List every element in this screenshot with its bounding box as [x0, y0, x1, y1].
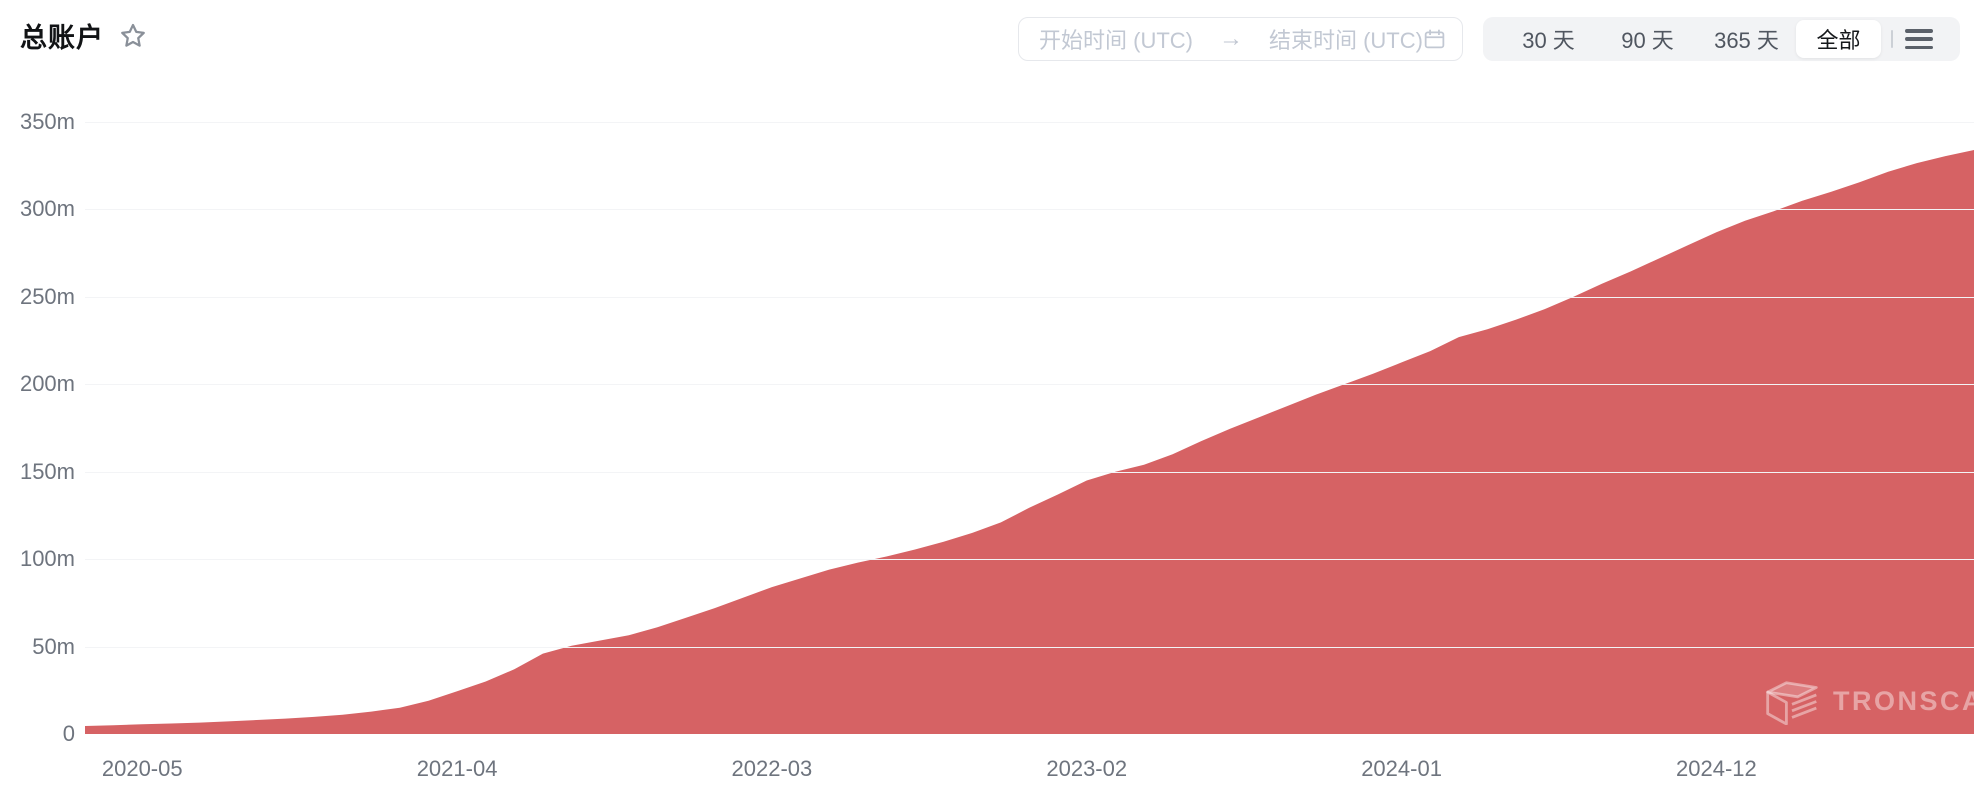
- x-axis-label: 2022-03: [731, 756, 813, 781]
- date-range-picker[interactable]: 开始时间 (UTC) → 结束时间 (UTC): [1018, 17, 1463, 61]
- y-axis-label: 100m: [19, 546, 75, 572]
- menu-icon[interactable]: [1905, 29, 1933, 49]
- x-axis-label: 2020-05: [101, 756, 183, 781]
- y-axis-label: 300m: [19, 196, 75, 222]
- y-axis-label: 200m: [19, 371, 75, 397]
- favorite-star-icon[interactable]: [118, 21, 148, 51]
- x-axis-label: 2024-01: [1361, 756, 1442, 781]
- range-button-group: 30 天 90 天 365 天 全部: [1483, 17, 1960, 61]
- y-axis-label: 0: [62, 721, 75, 746]
- gridline: [85, 646, 1974, 648]
- calendar-icon[interactable]: [1423, 26, 1446, 52]
- arrow-right-icon: →: [1218, 25, 1243, 52]
- y-axis-label: 50m: [32, 633, 75, 659]
- gridline: [85, 471, 1974, 473]
- page-title: 总账户: [20, 23, 104, 53]
- range-30d-button[interactable]: 30 天: [1499, 20, 1598, 58]
- x-axis-label: 2021-04: [416, 756, 498, 781]
- gridline: [85, 122, 1974, 123]
- gridline: [85, 384, 1974, 386]
- accounts-area-series[interactable]: [85, 150, 1974, 734]
- gridline: [85, 209, 1974, 211]
- y-axis-label: 150m: [19, 458, 75, 484]
- range-90d-button[interactable]: 90 天: [1598, 20, 1697, 58]
- chart-header: 总账户: [20, 16, 148, 55]
- gridline: [85, 559, 1974, 561]
- y-axis-label: 350m: [19, 109, 75, 134]
- divider: [1891, 30, 1893, 48]
- gridline: [85, 296, 1974, 298]
- range-365d-button[interactable]: 365 天: [1697, 20, 1796, 58]
- x-axis-label: 2023-02: [1046, 756, 1128, 781]
- y-axis-label: 250m: [19, 283, 75, 309]
- start-date-input[interactable]: 开始时间 (UTC): [1039, 28, 1193, 53]
- range-all-button[interactable]: 全部: [1796, 20, 1881, 58]
- x-axis-label: 2024-12: [1676, 756, 1757, 781]
- end-date-input[interactable]: 结束时间 (UTC): [1268, 28, 1423, 53]
